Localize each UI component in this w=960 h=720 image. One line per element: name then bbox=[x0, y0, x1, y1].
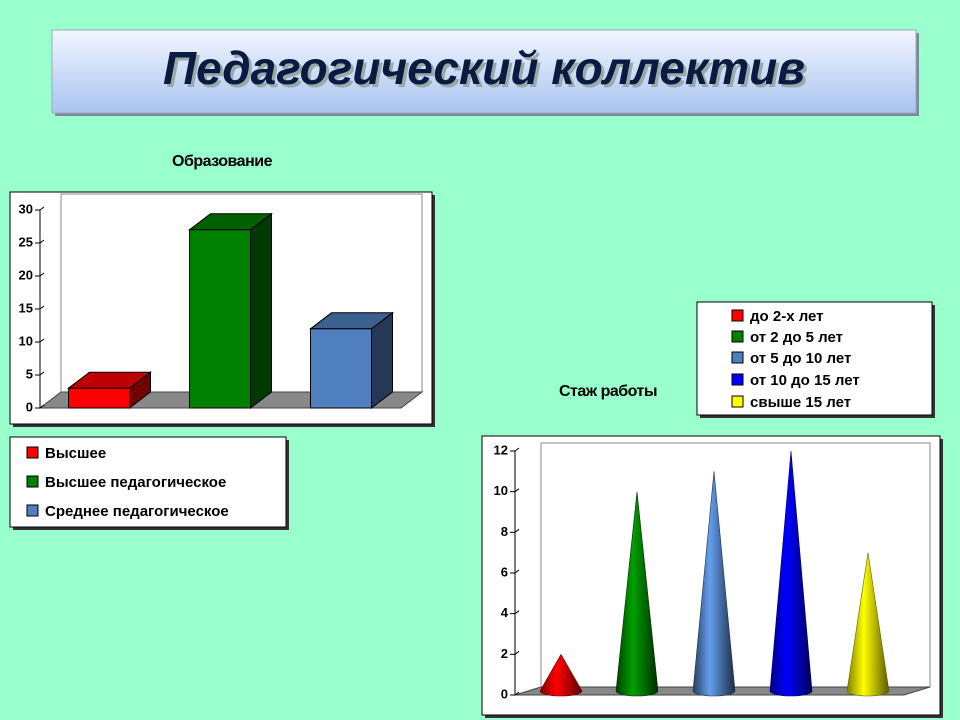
tick-diagonal bbox=[514, 691, 520, 696]
tick-diagonal bbox=[514, 528, 520, 533]
legend-swatch bbox=[26, 446, 39, 459]
cone bbox=[539, 653, 583, 697]
tick-diagonal bbox=[39, 338, 45, 343]
tick-diagonal bbox=[39, 239, 45, 244]
legend-swatch bbox=[731, 309, 744, 322]
legend-swatch bbox=[26, 475, 39, 488]
bar-side bbox=[250, 212, 272, 410]
bar bbox=[189, 229, 251, 409]
y-tick-label: 12 bbox=[494, 442, 508, 457]
y-tick-label: 2 bbox=[501, 646, 508, 661]
cone bbox=[846, 552, 890, 697]
title-box bbox=[51, 29, 917, 114]
legend-label: Высшее педагогическое bbox=[45, 474, 226, 491]
cone bbox=[692, 471, 736, 697]
tick-diagonal bbox=[514, 447, 520, 452]
tick-diagonal bbox=[514, 569, 520, 574]
y-tick-label: 15 bbox=[19, 300, 33, 315]
cone bbox=[615, 491, 659, 697]
title-shadow-text: Педагогический коллектив bbox=[166, 45, 808, 97]
chart-title: Стаж работы bbox=[559, 383, 657, 400]
tick-diagonal bbox=[39, 371, 45, 376]
tick-diagonal bbox=[39, 206, 45, 211]
legend-label: Высшее bbox=[45, 445, 106, 462]
y-tick-label: 10 bbox=[494, 483, 508, 498]
tick-diagonal bbox=[514, 610, 520, 615]
cone bbox=[769, 450, 813, 697]
chart-title: Образование bbox=[172, 153, 273, 170]
tick-diagonal bbox=[39, 404, 45, 409]
legend bbox=[9, 436, 287, 528]
y-tick-label: 10 bbox=[19, 333, 33, 348]
page-title: Педагогический коллектив bbox=[163, 42, 805, 94]
y-tick-label: 25 bbox=[19, 234, 33, 249]
legend-label: до 2-х лет bbox=[750, 308, 824, 325]
legend-label: Среднее педагогическое bbox=[45, 503, 229, 520]
tick-diagonal bbox=[39, 272, 45, 277]
tick-diagonal bbox=[514, 650, 520, 655]
legend-swatch bbox=[731, 330, 744, 343]
y-tick-label: 4 bbox=[501, 605, 509, 620]
legend-label: от 10 до 15 лет bbox=[750, 372, 860, 389]
bar-side bbox=[371, 311, 393, 410]
legend-label: свыше 15 лет bbox=[750, 394, 851, 411]
y-tick-label: 20 bbox=[19, 267, 33, 282]
legend-swatch bbox=[731, 373, 744, 386]
y-tick-label: 8 bbox=[501, 524, 508, 539]
y-tick-label: 30 bbox=[19, 201, 33, 216]
tick-diagonal bbox=[39, 305, 45, 310]
bar bbox=[310, 328, 372, 409]
y-tick-label: 5 bbox=[26, 366, 33, 381]
legend-label: от 5 до 10 лет bbox=[750, 350, 851, 367]
y-tick-label: 0 bbox=[26, 399, 33, 414]
legend-swatch bbox=[731, 395, 744, 408]
tick-diagonal bbox=[514, 488, 520, 493]
bar bbox=[68, 387, 130, 409]
y-tick-label: 6 bbox=[501, 564, 508, 579]
legend-swatch bbox=[731, 351, 744, 364]
legend-label: от 2 до 5 лет bbox=[750, 329, 843, 346]
y-tick-label: 0 bbox=[501, 686, 508, 701]
legend-swatch bbox=[26, 504, 39, 517]
